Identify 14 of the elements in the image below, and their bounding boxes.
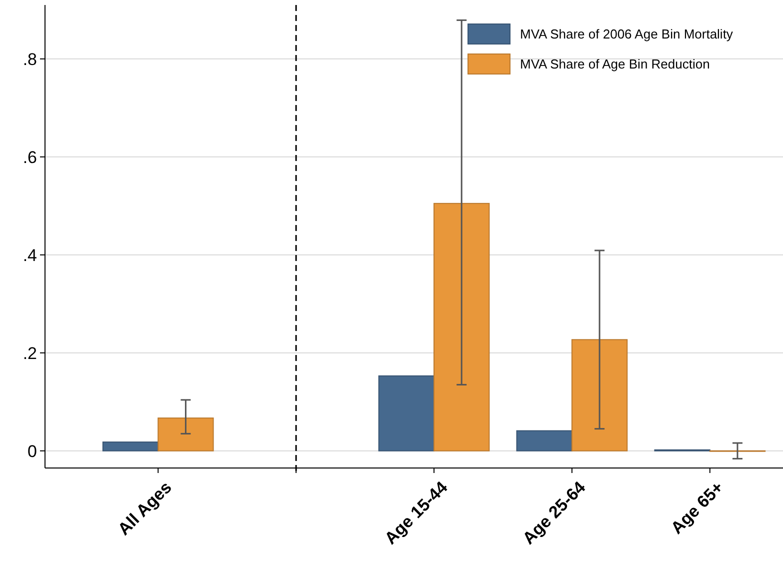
bar (516, 430, 572, 452)
bar (434, 202, 490, 452)
legend-label: MVA Share of Age Bin Reduction (520, 56, 710, 72)
y-tick-label: 0 (28, 442, 37, 461)
y-tick-label: .6 (22, 148, 37, 167)
x-tick-label: Age 65+ (667, 478, 728, 538)
bar (378, 375, 434, 452)
legend-label: MVA Share of 2006 Age Bin Mortality (520, 26, 734, 42)
bar (102, 442, 159, 452)
bar (158, 418, 214, 452)
y-tick-label: .2 (22, 344, 37, 363)
y-tick-label: .8 (22, 50, 37, 69)
bar (571, 339, 628, 452)
y-tick-label: .4 (22, 246, 37, 265)
